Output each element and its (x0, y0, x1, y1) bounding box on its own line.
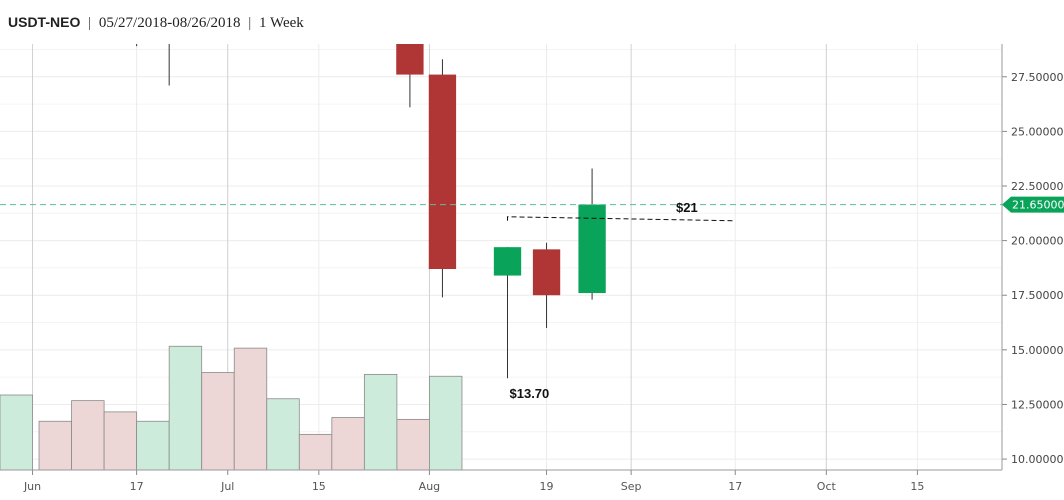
axes: 10.00000000 12.50000000 15.00000000 17.5000… (0, 44, 1064, 493)
candles (123, 11, 606, 379)
volume-bar (363, 373, 398, 470)
volume-bar (429, 375, 463, 470)
volume-bar (136, 420, 170, 470)
volume-bar (298, 433, 333, 470)
y-tick-label: 22.50000000 (1011, 180, 1064, 193)
candle-body (493, 247, 522, 276)
volume-bar (168, 345, 203, 470)
x-tick-label: 17 (130, 480, 144, 493)
candle-body (123, 33, 150, 37)
y-tick-label: 27.50000000 (1011, 71, 1064, 84)
candle-body (578, 204, 606, 294)
low-price-label: $13.70 (510, 386, 550, 401)
y-tick-label: 20.00000000 (1011, 235, 1064, 248)
chart-title: USDT-NEO | 05/27/2018-08/26/2018 | 1 Wee… (8, 14, 304, 36)
volume-bar (38, 420, 72, 470)
symbol-label: USDT-NEO (8, 14, 81, 30)
volume-bar (266, 398, 300, 470)
current-price-tag (1002, 196, 1064, 213)
candle-body (428, 74, 457, 270)
y-tick-label: 17.50000000 (1011, 289, 1064, 302)
trend-line-annotation (507, 216, 736, 222)
volume-bar (396, 418, 430, 470)
y-tick-label: 12.50000000 (1011, 398, 1064, 411)
x-tick-label: Sep (621, 480, 642, 493)
candle-body (156, 11, 183, 33)
x-tick-label: 15 (910, 480, 924, 493)
x-tick-label: Jun (23, 480, 41, 493)
y-tick-label: 15.00000000 (1011, 344, 1064, 357)
x-tick-label: 19 (540, 480, 554, 493)
volume-bar (71, 400, 105, 470)
trend-line-label: $21 (676, 200, 698, 215)
x-tick-label: 15 (312, 480, 326, 493)
x-tick-label: Aug (419, 480, 440, 493)
interval-label: 1 Week (259, 15, 304, 31)
volume-bar (103, 411, 138, 470)
volume-bar (201, 372, 235, 470)
y-tick-label: 10.00000000 (1011, 453, 1064, 466)
candle-body (396, 44, 424, 75)
x-tick-label: Oct (817, 480, 837, 493)
title-separator: | (248, 15, 252, 31)
x-tick-label: Jul (220, 480, 234, 493)
candle-body (532, 249, 561, 296)
x-tick-label: 17 (728, 480, 742, 493)
volume-bar (233, 347, 268, 470)
volume-bars (0, 345, 463, 470)
y-tick-label: 25.00000000 (1011, 125, 1064, 138)
volume-bar (331, 417, 365, 470)
annotations: 21.65000000 $21 $13.70 (0, 196, 1064, 401)
date-range-label: 05/27/2018-08/26/2018 (98, 15, 241, 31)
title-separator: | (88, 15, 92, 31)
volume-bar (0, 394, 33, 470)
current-price-label: 21.65000000 (1012, 199, 1064, 212)
